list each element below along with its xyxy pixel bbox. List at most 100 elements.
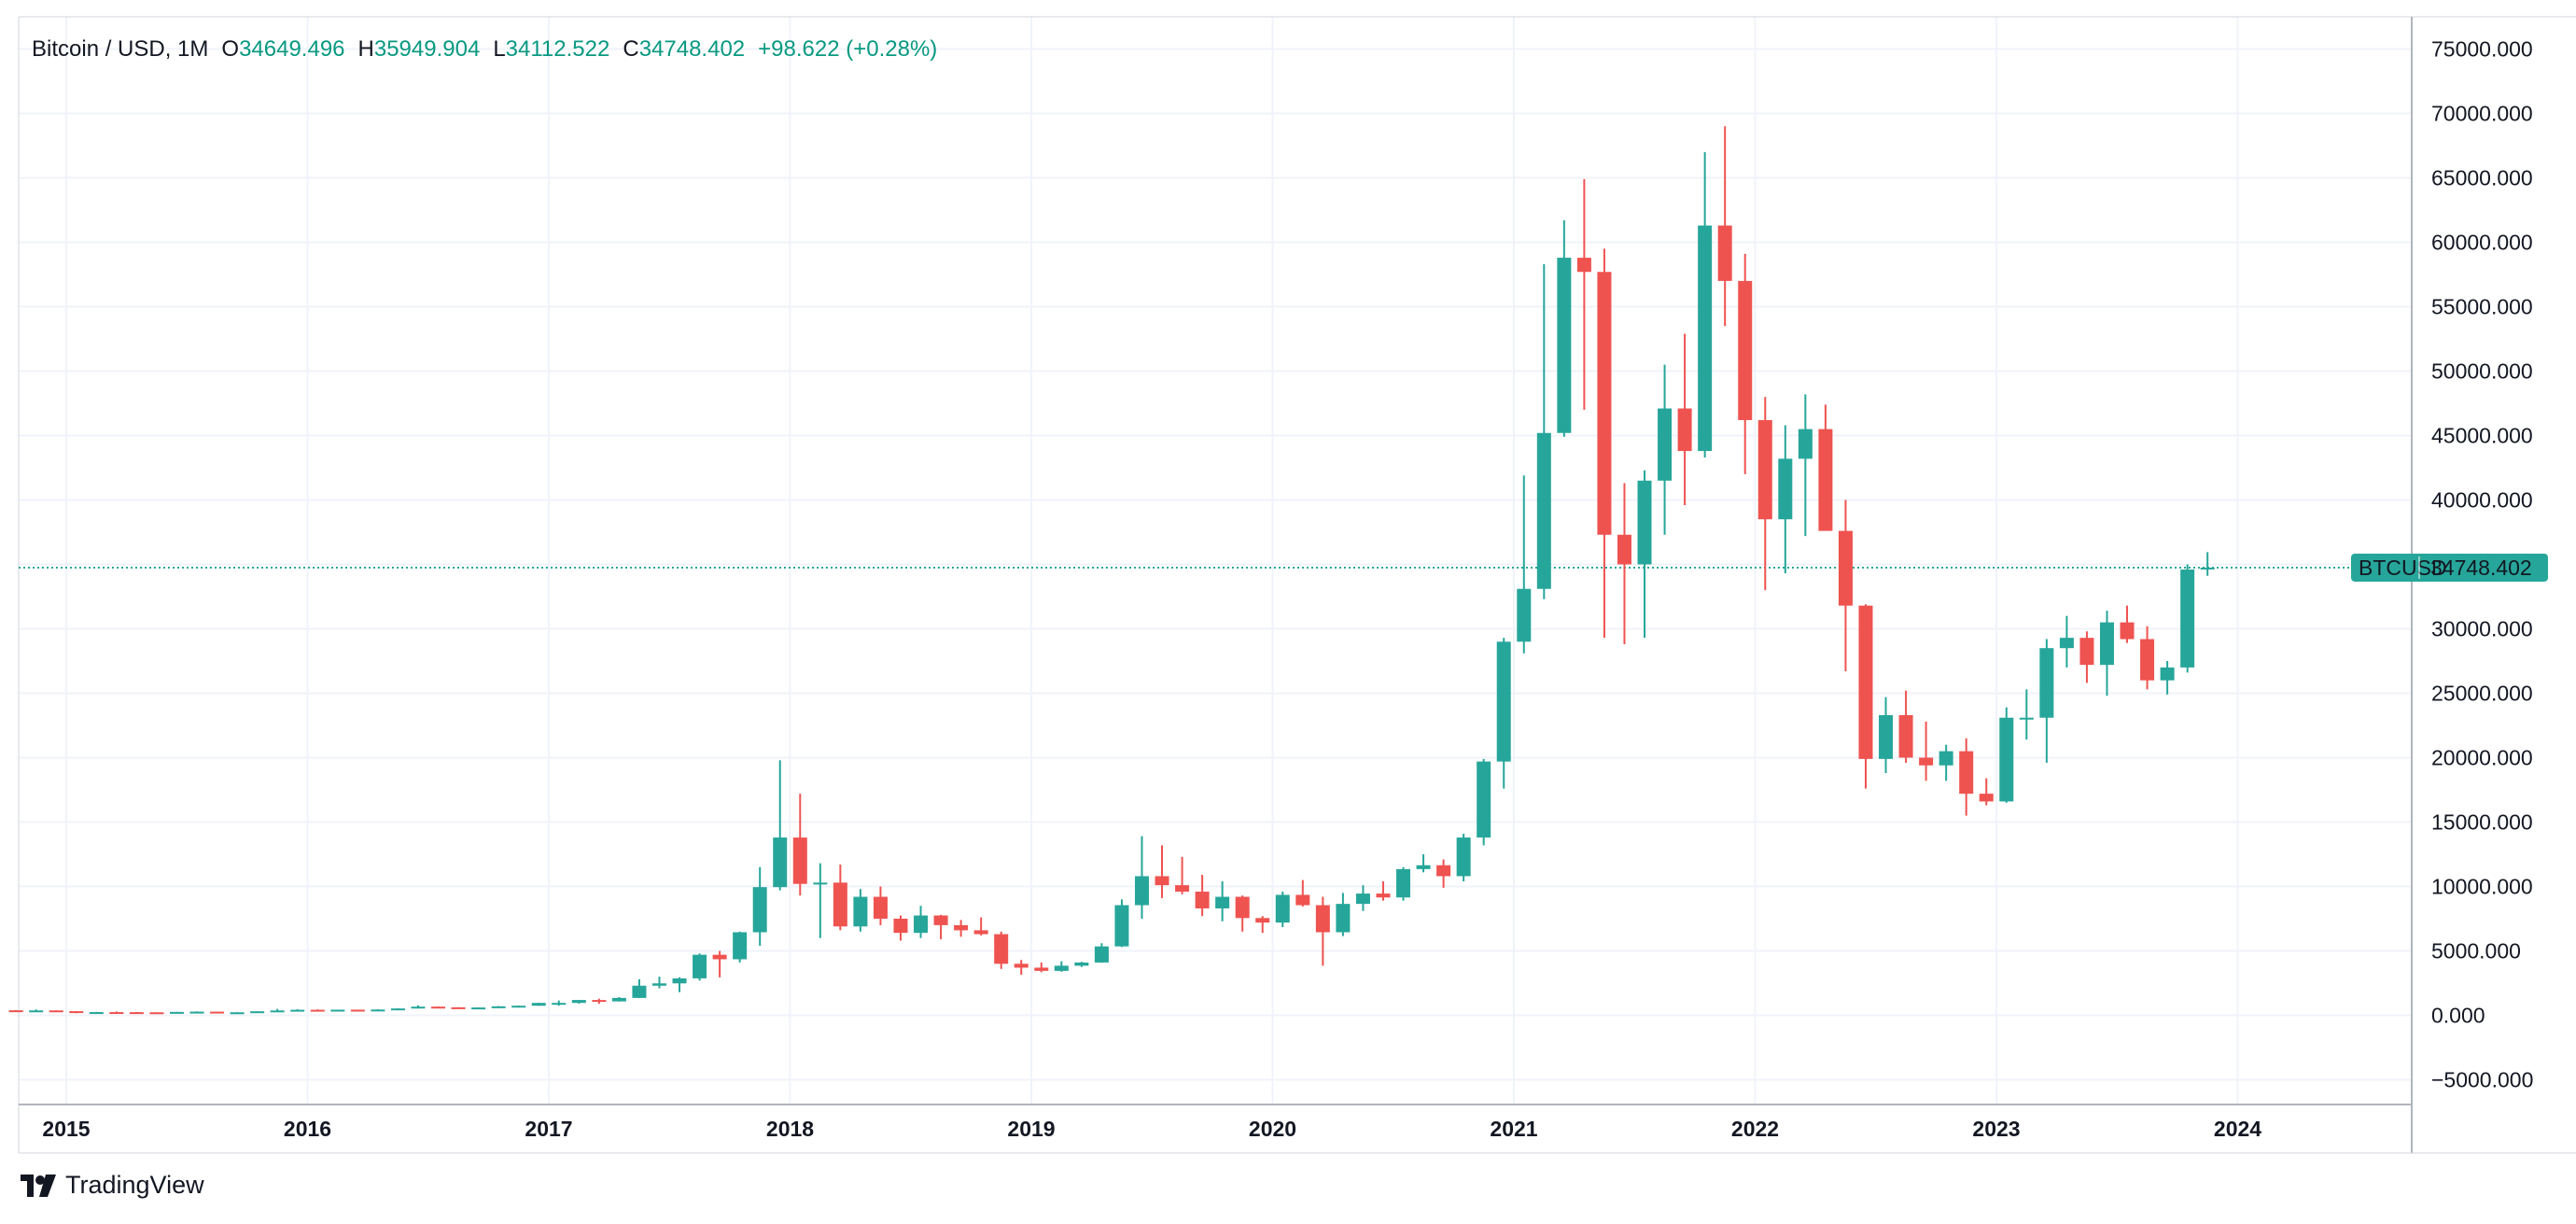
candle-body — [1919, 757, 1934, 766]
legend-open-key: O — [221, 36, 239, 62]
candle-body — [2079, 638, 2094, 666]
candle-body — [1879, 714, 1894, 759]
candle-body — [471, 1007, 486, 1010]
candles — [8, 126, 2215, 1015]
y-tick-label: 50000.000 — [2431, 359, 2533, 384]
candle-body — [411, 1006, 426, 1009]
candle-body — [511, 1006, 526, 1008]
candle-body — [1456, 837, 1471, 877]
x-tick-label: 2015 — [42, 1117, 90, 1141]
legend-title: Bitcoin / USD, 1M — [32, 36, 208, 62]
candle-body — [632, 985, 647, 998]
candle-body — [1778, 458, 1793, 520]
candle-body — [853, 896, 868, 927]
x-tick-label: 2019 — [1007, 1117, 1055, 1141]
legend-change: +98.622 (+0.28%) — [758, 36, 937, 62]
y-tick-label: −5000.000 — [2431, 1068, 2533, 1092]
x-tick-label: 2018 — [766, 1117, 814, 1141]
x-tick-label: 2021 — [1490, 1117, 1537, 1141]
candle-body — [893, 919, 908, 934]
candle-body — [1999, 717, 2014, 802]
candle-body — [1336, 904, 1351, 933]
candle-body — [1054, 965, 1069, 971]
candle-body — [2099, 622, 2114, 666]
candle-body — [350, 1009, 365, 1012]
candle-body — [49, 1010, 63, 1013]
y-tick-label: 65000.000 — [2431, 166, 2533, 190]
candle-body — [712, 954, 727, 960]
candle-body — [431, 1006, 446, 1009]
legend-high-value: 35949.904 — [374, 36, 480, 62]
y-tick-label: 5000.000 — [2431, 939, 2521, 964]
candle-body — [1215, 896, 1230, 908]
candle-body — [1376, 893, 1391, 898]
candle-body — [1658, 408, 1673, 481]
y-tick-label: 40000.000 — [2431, 488, 2533, 513]
candle-body — [1355, 893, 1370, 905]
candle-body — [270, 1010, 285, 1013]
candle-body — [813, 882, 828, 885]
candle-body — [773, 837, 788, 888]
ohlc-legend: Bitcoin / USD, 1M O34649.496 H35949.904 L34… — [32, 36, 937, 62]
candle-body — [210, 1011, 225, 1014]
candle-body — [1979, 794, 1994, 802]
x-axis: 2015 2016 2017 2018 2019 2020 2021 2022 2023 2024 — [42, 1117, 2261, 1141]
candle-body — [914, 915, 929, 934]
y-tick-label: 25000.000 — [2431, 682, 2533, 706]
legend-close-key: C — [623, 36, 638, 62]
candle-body — [491, 1006, 506, 1008]
x-tick-label: 2020 — [1249, 1117, 1296, 1141]
legend-low-key: L — [493, 36, 505, 62]
candle-body — [290, 1009, 305, 1012]
candle-body — [1014, 964, 1029, 968]
candle-body — [2200, 567, 2215, 570]
y-tick-label: 75000.000 — [2431, 37, 2533, 62]
candle-body — [1939, 751, 1953, 766]
legend-high-key: H — [358, 36, 374, 62]
price-tag-value: 34748.402 — [2430, 556, 2532, 580]
candle-body — [1517, 588, 1532, 642]
candle-body — [1757, 419, 1772, 520]
y-tick-label: 70000.000 — [2431, 102, 2533, 126]
candle-body — [531, 1003, 546, 1006]
candle-body — [169, 1011, 184, 1014]
x-tick-label: 2016 — [284, 1117, 331, 1141]
candle-body — [1195, 892, 1210, 908]
candle-body — [1175, 885, 1190, 893]
candle-body — [792, 837, 807, 884]
chart-frame — [18, 16, 2576, 1154]
candle-body — [1134, 876, 1149, 906]
candle-body — [310, 1009, 325, 1012]
candle-body — [1477, 761, 1491, 838]
grid-lines — [19, 17, 2412, 1104]
candle-body — [390, 1008, 405, 1011]
legend-close-value: 34748.402 — [639, 36, 745, 62]
tradingview-branding[interactable]: TradingView — [19, 1171, 204, 1200]
candle-body — [1617, 534, 1631, 565]
tradingview-logo-icon — [21, 1174, 56, 1197]
y-tick-label: 15000.000 — [2431, 810, 2533, 835]
candle-body — [733, 932, 748, 960]
candle-body — [1235, 896, 1250, 919]
brand-name: TradingView — [65, 1171, 204, 1199]
x-tick-label: 2017 — [525, 1117, 572, 1141]
x-tick-label: 2023 — [1972, 1117, 2020, 1141]
candle-body — [693, 954, 707, 978]
candle-body — [1818, 429, 1833, 531]
candle-body — [933, 915, 948, 925]
y-tick-label: 0.000 — [2431, 1004, 2485, 1028]
candle-body — [552, 1003, 567, 1006]
candle-body — [149, 1012, 164, 1015]
candle-body — [1557, 258, 1572, 433]
price-tag-symbol: BTCUSD — [2359, 556, 2447, 580]
candle-body — [1155, 876, 1169, 886]
legend-low-value: 34112.522 — [506, 36, 610, 62]
candle-body — [2140, 639, 2155, 681]
candle-body — [451, 1006, 466, 1009]
x-tick-label: 2024 — [2214, 1117, 2261, 1141]
candle-body — [2120, 622, 2135, 640]
candle-body — [1858, 605, 1873, 759]
candle-body — [189, 1011, 204, 1014]
